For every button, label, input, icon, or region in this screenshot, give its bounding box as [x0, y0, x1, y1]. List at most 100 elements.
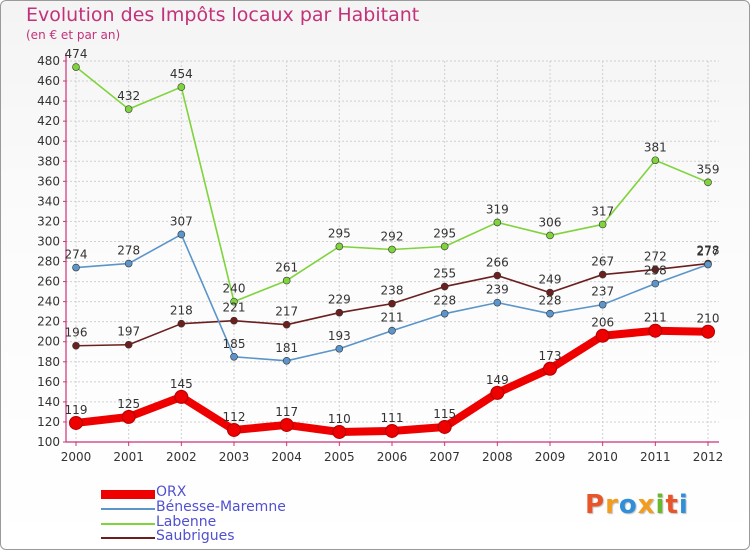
- data-label-labenne-2010: 317: [591, 204, 614, 218]
- data-label-saubrigues-2012: 278: [697, 244, 720, 258]
- data-label-orx-2004: 117: [275, 405, 298, 419]
- point-orx-2010: [595, 328, 610, 343]
- point-benesse-maremne-2001: [124, 259, 133, 268]
- point-labenne-2000: [72, 63, 80, 71]
- point-labenne-2010: [598, 220, 607, 229]
- data-label-orx-2007: 115: [433, 407, 456, 421]
- point-orx-2004: [279, 417, 294, 432]
- y-tick-label-180: 180: [37, 355, 60, 369]
- point-orx-2000: [69, 415, 83, 430]
- grid-lines: [66, 60, 719, 443]
- point-benesse-maremne-2005: [335, 344, 344, 353]
- data-label-saubrigues-2000: 196: [65, 326, 88, 340]
- y-tick-label-300: 300: [37, 234, 60, 248]
- point-saubrigues-2008: [493, 271, 502, 280]
- x-tick-label-2007: 2007: [429, 450, 460, 464]
- x-tick-label-2011: 2011: [640, 450, 671, 464]
- x-tick-label-2008: 2008: [482, 450, 513, 464]
- point-labenne-2001: [124, 105, 133, 113]
- point-benesse-maremne-2000: [72, 263, 80, 272]
- legend-label-saubrigues: Saubrigues: [156, 528, 235, 544]
- y-tick-label-160: 160: [37, 375, 60, 389]
- x-tick-label-2000: 2000: [61, 450, 92, 464]
- point-orx-2011: [648, 323, 663, 338]
- point-saubrigues-2009: [546, 288, 554, 297]
- data-label-benesse-maremne-2005: 193: [328, 329, 351, 343]
- series-labenne: [72, 63, 712, 306]
- data-label-benesse-maremne-2002: 307: [170, 214, 193, 228]
- data-label-saubrigues-2007: 255: [433, 267, 456, 281]
- x-tick-label-2001: 2001: [113, 450, 144, 464]
- y-tick-label-400: 400: [37, 134, 60, 148]
- data-label-saubrigues-2008: 266: [486, 256, 509, 270]
- x-tick-label-2010: 2010: [587, 450, 618, 464]
- data-label-benesse-maremne-2001: 278: [117, 244, 140, 258]
- legend-swatch-benesse-maremne: [101, 508, 155, 510]
- data-label-benesse-maremne-2012: 277: [697, 245, 720, 259]
- point-orx-2006: [385, 423, 399, 438]
- data-label-orx-2006: 111: [381, 411, 404, 425]
- point-saubrigues-2006: [388, 299, 396, 308]
- y-tick-label-220: 220: [37, 315, 60, 329]
- data-label-benesse-maremne-2003: 185: [223, 337, 246, 351]
- point-saubrigues-2011: [651, 265, 660, 274]
- point-saubrigues-2004: [282, 320, 291, 329]
- point-orx-2008: [490, 385, 505, 400]
- point-benesse-maremne-2010: [598, 300, 607, 309]
- point-saubrigues-2007: [440, 282, 449, 291]
- data-label-benesse-maremne-2009: 228: [539, 294, 562, 308]
- data-label-orx-2005: 110: [328, 412, 351, 426]
- x-tick-label-2012: 2012: [693, 450, 724, 464]
- legend-label-labenne: Labenne: [156, 514, 217, 530]
- point-benesse-maremne-2008: [493, 298, 502, 307]
- data-label-labenne-2005: 295: [328, 226, 351, 240]
- data-label-saubrigues-2006: 238: [381, 284, 404, 298]
- y-tick-label-380: 380: [37, 154, 60, 168]
- x-tick-label-2009: 2009: [535, 450, 566, 464]
- point-orx-2009: [543, 361, 557, 376]
- data-label-benesse-maremne-2008: 239: [486, 283, 509, 297]
- y-tick-label-460: 460: [37, 74, 60, 88]
- point-orx-2002: [174, 389, 189, 404]
- y-tick-label-120: 120: [37, 415, 60, 429]
- point-saubrigues-2002: [177, 319, 186, 328]
- y-tick-label-420: 420: [37, 114, 60, 128]
- legend-item-labenne: Labenne: [101, 514, 351, 531]
- data-label-labenne-2002: 454: [170, 67, 193, 81]
- series-saubrigues: [72, 259, 712, 350]
- data-label-saubrigues-2002: 218: [170, 304, 193, 318]
- logo-letter: P: [585, 490, 606, 520]
- data-label-benesse-maremne-2004: 181: [275, 341, 298, 355]
- data-label-benesse-maremne-2006: 211: [381, 311, 404, 325]
- data-label-orx-2009: 173: [539, 349, 562, 363]
- series-benesse-maremne: [72, 230, 712, 365]
- x-tick-label-2005: 2005: [324, 450, 355, 464]
- chart-title: Evolution des Impôts locaux par Habitant: [26, 4, 420, 26]
- legend-item-orx: ORX: [101, 484, 351, 501]
- legend-swatch-labenne: [101, 523, 155, 525]
- point-saubrigues-2003: [230, 316, 238, 325]
- data-label-labenne-2009: 306: [539, 215, 562, 229]
- point-labenne-2004: [282, 276, 291, 285]
- y-tick-label-100: 100: [37, 435, 60, 449]
- point-benesse-maremne-2011: [651, 279, 660, 288]
- logo-letter: i: [655, 490, 666, 520]
- data-label-benesse-maremne-2011: 258: [644, 264, 667, 278]
- legend-item-benesse-maremne: Bénesse-Maremne: [101, 499, 351, 516]
- point-labenne-2005: [335, 242, 344, 251]
- point-labenne-2011: [651, 156, 660, 165]
- data-label-labenne-2004: 261: [275, 261, 298, 275]
- point-benesse-maremne-2012: [704, 260, 712, 269]
- point-saubrigues-2000: [72, 341, 80, 350]
- data-label-labenne-2006: 292: [381, 229, 404, 243]
- y-tick-label-140: 140: [37, 395, 60, 409]
- y-tick-label-320: 320: [37, 214, 60, 228]
- point-saubrigues-2001: [124, 340, 133, 349]
- point-labenne-2002: [177, 83, 186, 91]
- point-labenne-2009: [546, 231, 554, 240]
- logo-letter: r: [605, 490, 619, 520]
- series-orx: [69, 323, 715, 439]
- proxiti-logo: Proxiti: [585, 490, 689, 520]
- x-axis: 2000 2001 2002 2003 2004 2005 2006 2007 2008 2009…: [61, 441, 724, 464]
